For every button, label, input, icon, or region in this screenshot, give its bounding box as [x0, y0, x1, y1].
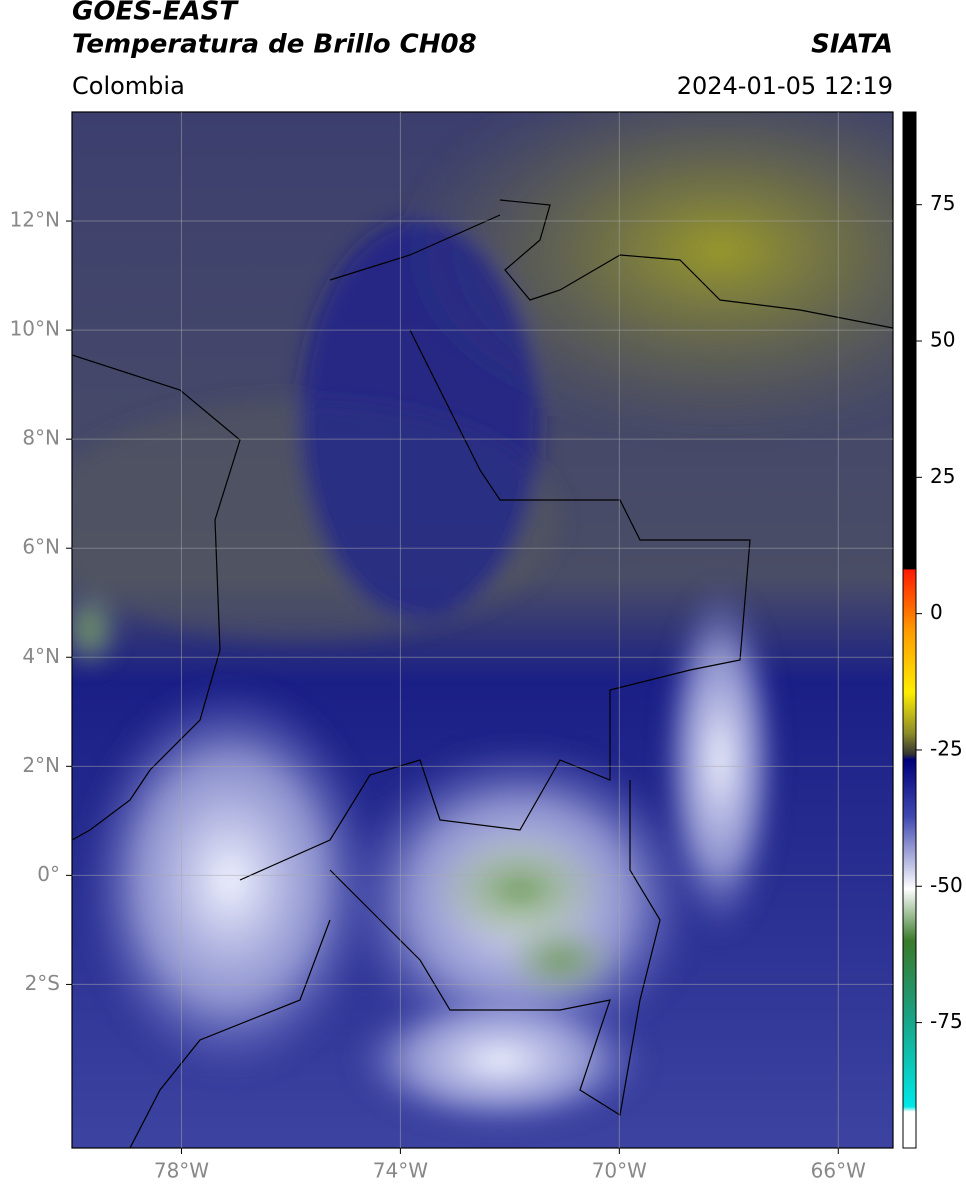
lat-tick-label: 4°N [22, 644, 60, 668]
datetime: 2024-01-05 12:19 [677, 72, 893, 100]
lat-tick-label: 12°N [10, 208, 60, 232]
subtitle: Temperatura de Brillo CH08 [72, 30, 477, 60]
region: Colombia [72, 72, 185, 100]
colorbar-tick-label: 25 [930, 464, 955, 488]
lat-tick-label: 10°N [10, 317, 60, 341]
colorbar-tick-label: 0 [930, 600, 943, 624]
source: SIATA [811, 30, 893, 60]
lat-tick-label: 8°N [22, 426, 60, 450]
lat-tick-label: 2°S [25, 971, 60, 995]
title: GOES-EAST [72, 0, 239, 27]
colorbar-tick-label: 75 [930, 191, 955, 215]
lat-tick-label: 2°N [22, 753, 60, 777]
colorbar [902, 111, 917, 1149]
map-frame [71, 111, 894, 1149]
colorbar-tick-label: -25 [930, 736, 963, 760]
colorbar-tick-label: -50 [930, 873, 963, 897]
lon-tick-label: 66°W [811, 1159, 866, 1183]
satellite-image [72, 112, 893, 1148]
borders [72, 199, 893, 1148]
lat-tick-label: 6°N [22, 535, 60, 559]
lon-tick-label: 78°W [154, 1159, 209, 1183]
colorbar-tick-label: 50 [930, 328, 955, 352]
colorbar-tick-label: -75 [930, 1009, 963, 1033]
lat-tick-label: 0° [37, 862, 60, 886]
lon-tick-label: 70°W [592, 1159, 647, 1183]
lon-tick-label: 74°W [373, 1159, 428, 1183]
